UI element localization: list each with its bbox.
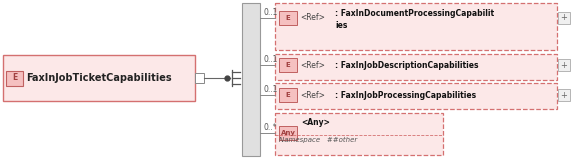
FancyBboxPatch shape bbox=[279, 11, 297, 25]
Text: : FaxInDocumentProcessingCapabilit: : FaxInDocumentProcessingCapabilit bbox=[335, 8, 494, 17]
Text: E: E bbox=[285, 92, 291, 98]
Text: 0..1: 0..1 bbox=[263, 55, 277, 64]
FancyBboxPatch shape bbox=[242, 3, 260, 156]
Text: Namespace   ##other: Namespace ##other bbox=[279, 137, 357, 143]
FancyBboxPatch shape bbox=[275, 54, 557, 80]
Text: +: + bbox=[560, 61, 567, 69]
FancyBboxPatch shape bbox=[558, 89, 570, 101]
Text: FaxInJobTicketCapabilities: FaxInJobTicketCapabilities bbox=[26, 73, 172, 83]
FancyBboxPatch shape bbox=[275, 3, 557, 50]
FancyBboxPatch shape bbox=[279, 126, 297, 140]
Text: ies: ies bbox=[335, 21, 347, 30]
Text: 0..*: 0..* bbox=[263, 123, 277, 132]
Text: : FaxInJobDescriptionCapabilities: : FaxInJobDescriptionCapabilities bbox=[335, 61, 478, 69]
Text: <Ref>: <Ref> bbox=[300, 14, 325, 23]
Text: 0..1: 0..1 bbox=[263, 85, 277, 94]
Text: +: + bbox=[560, 14, 567, 23]
FancyBboxPatch shape bbox=[195, 73, 204, 83]
Text: +: + bbox=[560, 90, 567, 100]
Text: Any: Any bbox=[281, 130, 296, 136]
FancyBboxPatch shape bbox=[3, 55, 195, 101]
Text: <Ref>: <Ref> bbox=[300, 61, 325, 69]
Text: 0..1: 0..1 bbox=[263, 8, 277, 17]
Text: <Ref>: <Ref> bbox=[300, 90, 325, 100]
Text: E: E bbox=[285, 62, 291, 68]
FancyBboxPatch shape bbox=[558, 12, 570, 24]
FancyBboxPatch shape bbox=[275, 83, 557, 109]
FancyBboxPatch shape bbox=[558, 59, 570, 71]
FancyBboxPatch shape bbox=[279, 58, 297, 72]
Text: <Any>: <Any> bbox=[301, 118, 330, 127]
FancyBboxPatch shape bbox=[275, 113, 443, 155]
FancyBboxPatch shape bbox=[6, 70, 23, 86]
Text: : FaxInJobProcessingCapabilities: : FaxInJobProcessingCapabilities bbox=[335, 90, 476, 100]
Text: E: E bbox=[12, 73, 17, 83]
Text: E: E bbox=[285, 15, 291, 21]
FancyBboxPatch shape bbox=[279, 88, 297, 102]
